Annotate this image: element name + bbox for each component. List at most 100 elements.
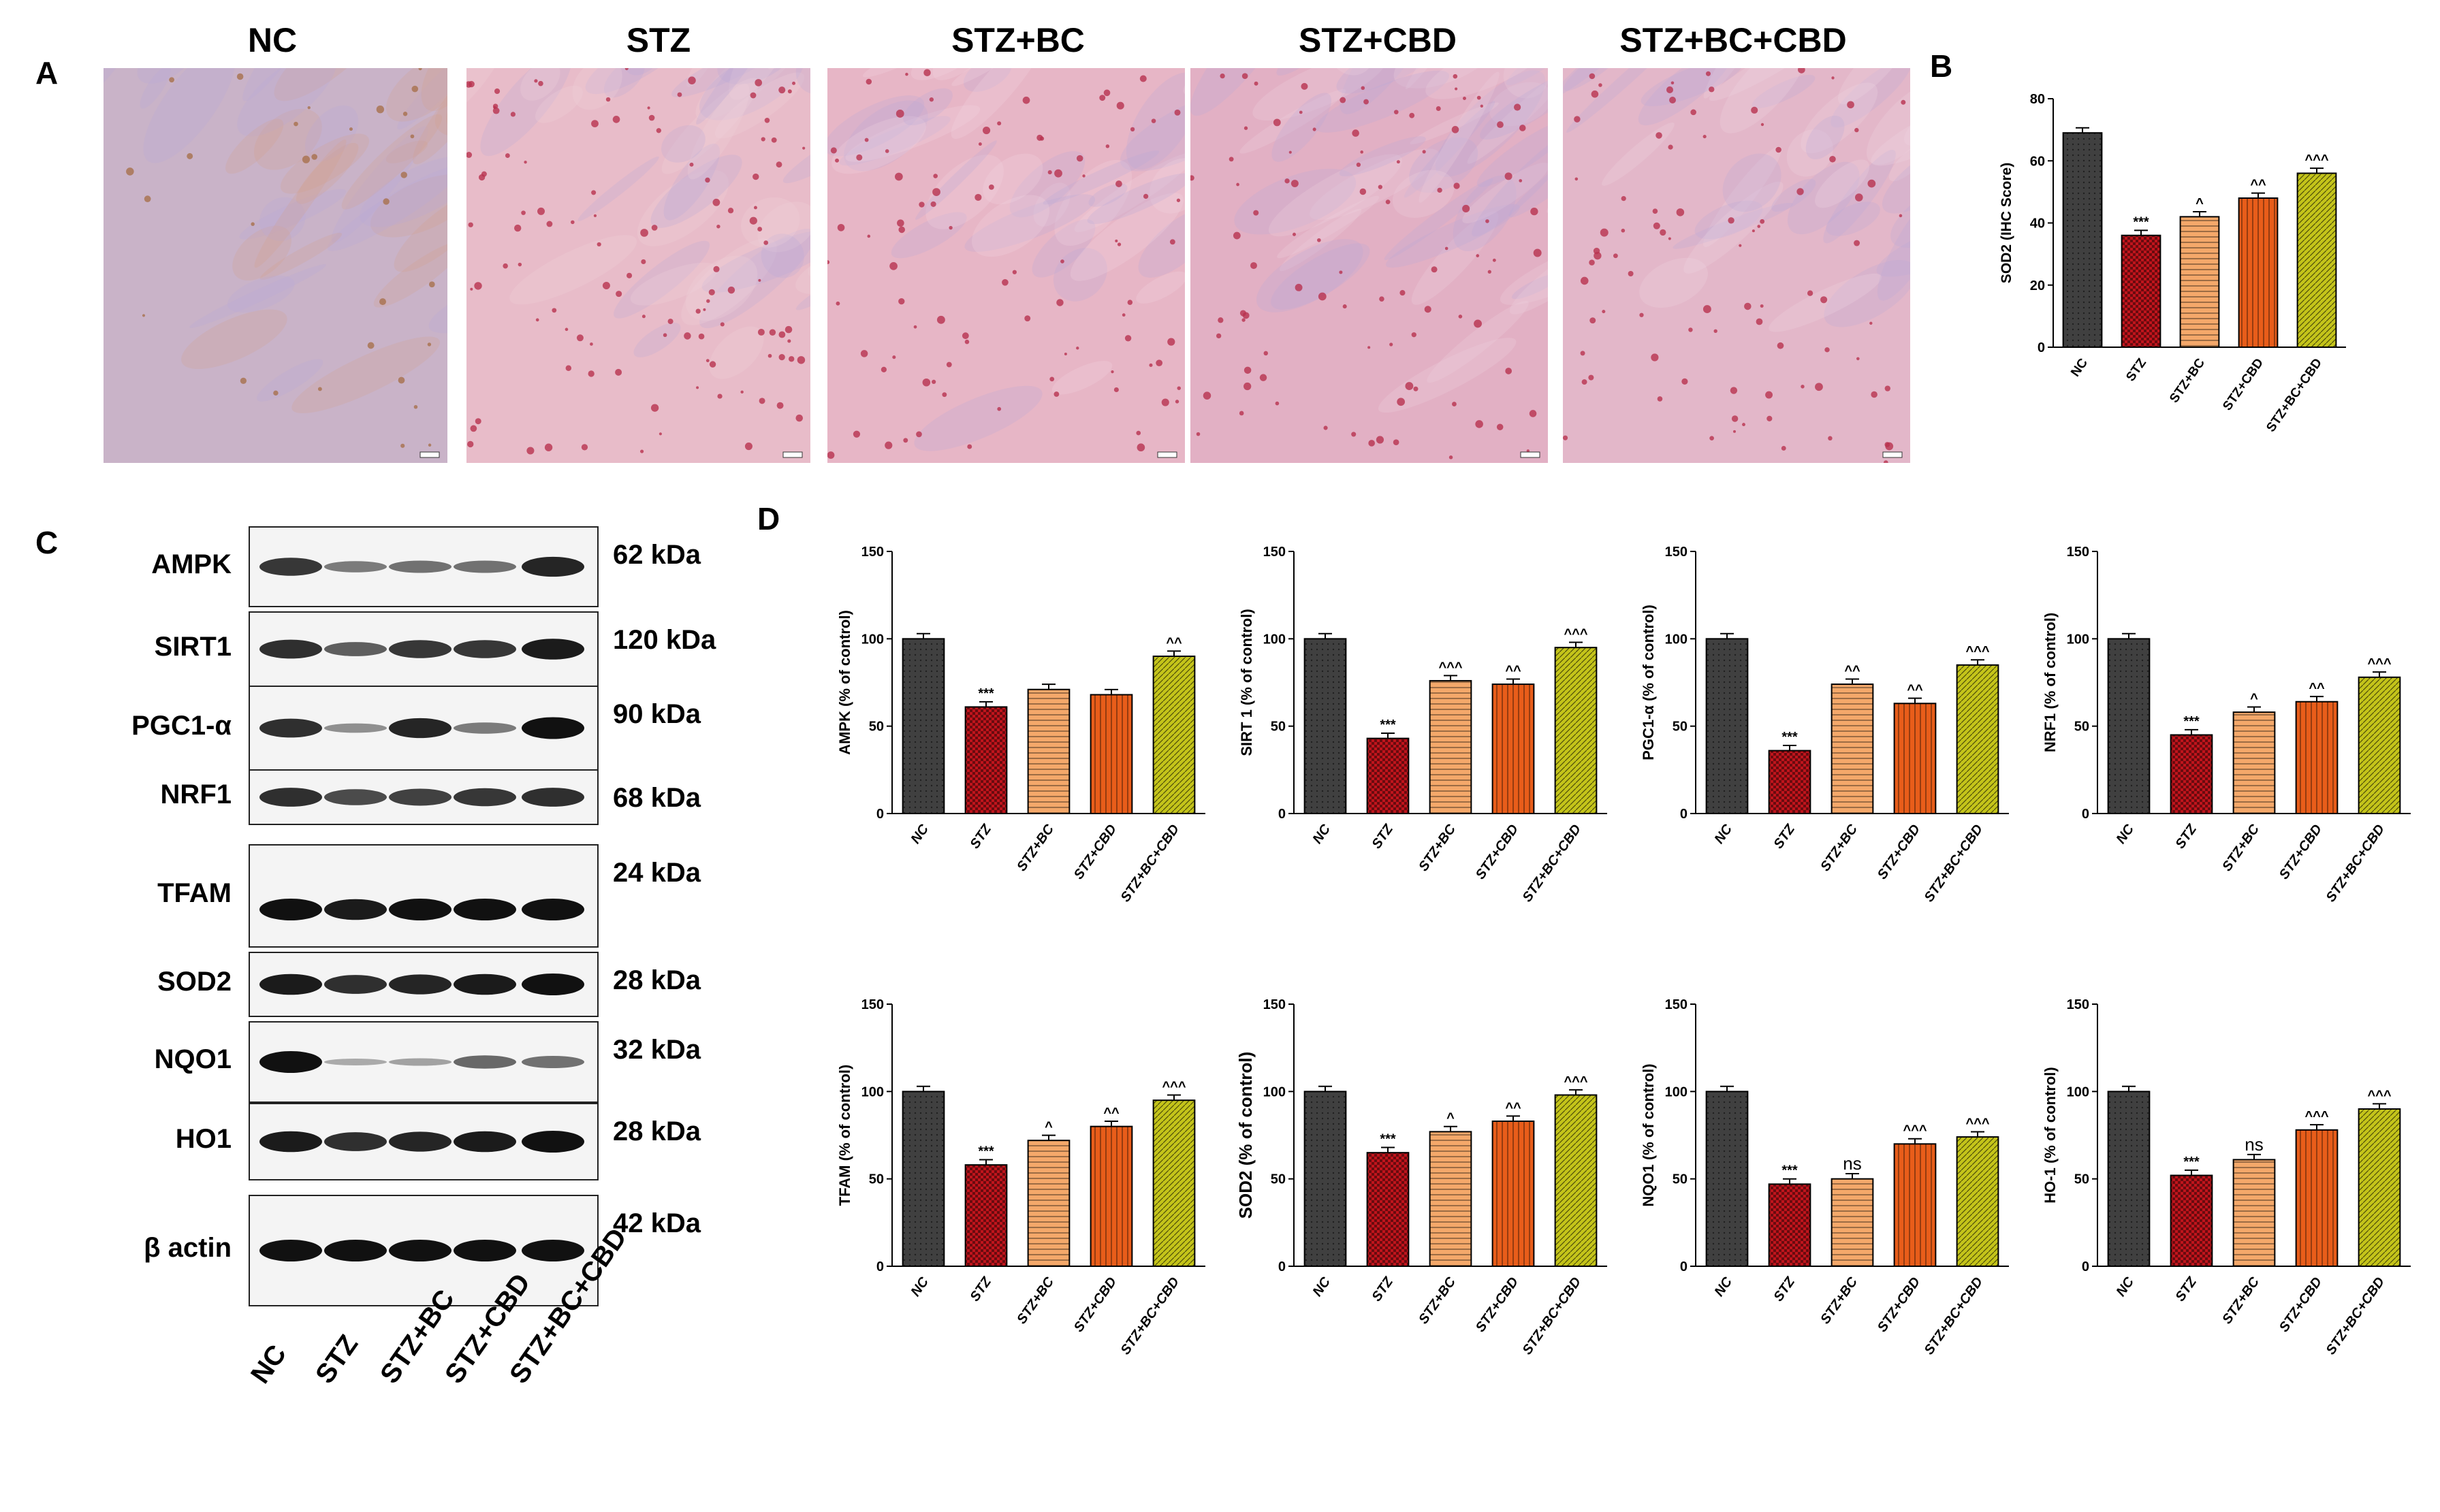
y-axis-label: NQO1 (% of control) — [1640, 1063, 1657, 1206]
y-tick-label: 50 — [2074, 720, 2089, 735]
y-tick-label: 0 — [1278, 1259, 1286, 1274]
blot-band — [522, 1056, 584, 1068]
blot-band — [522, 556, 584, 577]
blot-band — [454, 899, 516, 920]
blot-band — [259, 718, 322, 738]
y-tick-label: 100 — [1263, 1084, 1286, 1099]
bar — [1893, 1143, 1937, 1267]
x-tick-label: NC — [2114, 1274, 2138, 1300]
significance-label: ^^^ — [2367, 656, 2391, 671]
blot-band — [259, 1051, 322, 1073]
bar — [1303, 638, 1347, 814]
bar — [1491, 1120, 1535, 1267]
y-tick-label: 50 — [1271, 720, 1286, 735]
bar — [1768, 750, 1811, 815]
y-tick-label: 50 — [869, 720, 884, 735]
bar — [2062, 132, 2103, 348]
x-tick-label: STZ+BC+CBD — [1118, 822, 1183, 905]
blot-band — [324, 561, 387, 573]
chart-d-tfam: 0 50 100 150 TFAM (% of control) NC *** STZ ^ STZ… — [836, 997, 1205, 1357]
bar — [964, 706, 1008, 814]
blot-protein-label: TFAM — [157, 878, 232, 908]
y-tick-label: 40 — [2030, 216, 2045, 231]
significance-label: ^^^ — [1564, 627, 1587, 642]
y-tick-label: 0 — [2082, 1259, 2089, 1274]
x-tick-label: STZ+BC — [1818, 822, 1860, 874]
x-tick-label: STZ — [1369, 822, 1396, 852]
y-tick-label: 150 — [2067, 545, 2089, 560]
x-tick-label: NC — [908, 1274, 932, 1300]
significance-label: ns — [2245, 1134, 2263, 1155]
blot-band — [454, 1131, 516, 1153]
blot-band — [522, 1131, 584, 1153]
y-tick-label: 150 — [861, 545, 884, 560]
bar — [1831, 1178, 1874, 1267]
significance-label: ^ — [2196, 196, 2204, 211]
y-tick-label: 100 — [861, 632, 884, 647]
significance-label: *** — [978, 1144, 994, 1159]
bar — [1768, 1183, 1811, 1267]
x-tick-label: NC — [2068, 356, 2091, 380]
bar — [2170, 1174, 2213, 1267]
bar — [902, 638, 945, 814]
significance-label: ^^ — [1844, 663, 1860, 678]
significance-label: ^ — [2250, 692, 2258, 707]
x-tick-label: STZ+BC — [1014, 822, 1057, 874]
blot-band — [259, 899, 322, 920]
bar — [1956, 1136, 1999, 1267]
y-tick-label: 80 — [2030, 92, 2045, 107]
y-tick-label: 50 — [869, 1172, 884, 1187]
y-tick-label: 100 — [861, 1084, 884, 1099]
y-tick-label: 50 — [1271, 1172, 1286, 1187]
chart-d-sirt1: 0 50 100 150 SIRT 1 (% of control) NC *** STZ ^^… — [1238, 545, 1607, 905]
blot-band — [389, 1131, 451, 1152]
x-tick-label: STZ+BC — [1416, 1274, 1459, 1327]
blot-kda-label: 32 kDa — [613, 1035, 701, 1065]
blot-strip — [249, 1103, 599, 1180]
y-tick-label: 100 — [2067, 1084, 2089, 1099]
significance-label: ^^ — [2309, 681, 2325, 696]
y-tick-label: 0 — [1278, 807, 1286, 822]
x-tick-label: STZ — [1369, 1274, 1396, 1304]
chart-d-nrf1: 0 50 100 150 NRF1 (% of control) NC *** STZ ^ STZ… — [2042, 545, 2411, 905]
y-tick-label: 50 — [2074, 1172, 2089, 1187]
bar — [1429, 679, 1472, 814]
y-tick-label: 150 — [1665, 545, 1688, 560]
micrograph-header-stz-cbd: STZ+CBD — [1299, 21, 1457, 59]
significance-label: ^^^ — [1564, 1074, 1587, 1089]
y-tick-label: 150 — [2067, 997, 2089, 1012]
bar — [964, 1164, 1008, 1267]
x-tick-label: STZ+BC+CBD — [1520, 1274, 1585, 1357]
panel-label-d: D — [757, 501, 780, 536]
chart-d-ho1: 0 50 100 150 HO-1 (% of control) NC *** STZ ns ST… — [2042, 997, 2411, 1357]
x-tick-label: NC — [2114, 822, 2138, 847]
chart-d-sod2: 0 50 100 150 SOD2 (% of control) NC *** STZ ^ STZ… — [1235, 997, 1607, 1357]
x-tick-label: NC — [1712, 822, 1736, 847]
significance-label: *** — [1781, 1163, 1798, 1178]
x-tick-label: STZ+CBD — [1071, 1274, 1120, 1335]
x-tick-label: STZ+BC — [1818, 1274, 1860, 1327]
micrograph-stz — [466, 68, 810, 463]
micrograph-header-stz: STZ — [626, 21, 691, 59]
y-axis-label: HO-1 (% of control) — [2042, 1067, 2059, 1203]
significance-label: ^^^ — [1162, 1080, 1186, 1095]
panel-label-c: C — [35, 525, 59, 560]
bar — [1831, 683, 1874, 814]
x-tick-label: STZ+CBD — [1473, 822, 1521, 882]
blot-band — [259, 558, 322, 576]
y-tick-label: 0 — [876, 1259, 884, 1274]
bar — [1152, 1099, 1196, 1267]
x-tick-label: STZ+CBD — [1473, 1274, 1521, 1335]
y-tick-label: 150 — [1263, 997, 1286, 1012]
blot-band — [389, 1240, 451, 1261]
blot-lane-label: STZ — [310, 1330, 364, 1389]
bar — [1303, 1091, 1347, 1267]
bar — [2232, 711, 2276, 814]
significance-label: *** — [2183, 1155, 2200, 1170]
x-tick-label: STZ+CBD — [1875, 822, 1923, 882]
significance-label: ^^^ — [2304, 152, 2328, 167]
significance-label: ^^^ — [1965, 1116, 1989, 1131]
blot-band — [324, 899, 387, 920]
blot-band — [389, 640, 451, 658]
bar — [2296, 172, 2337, 348]
